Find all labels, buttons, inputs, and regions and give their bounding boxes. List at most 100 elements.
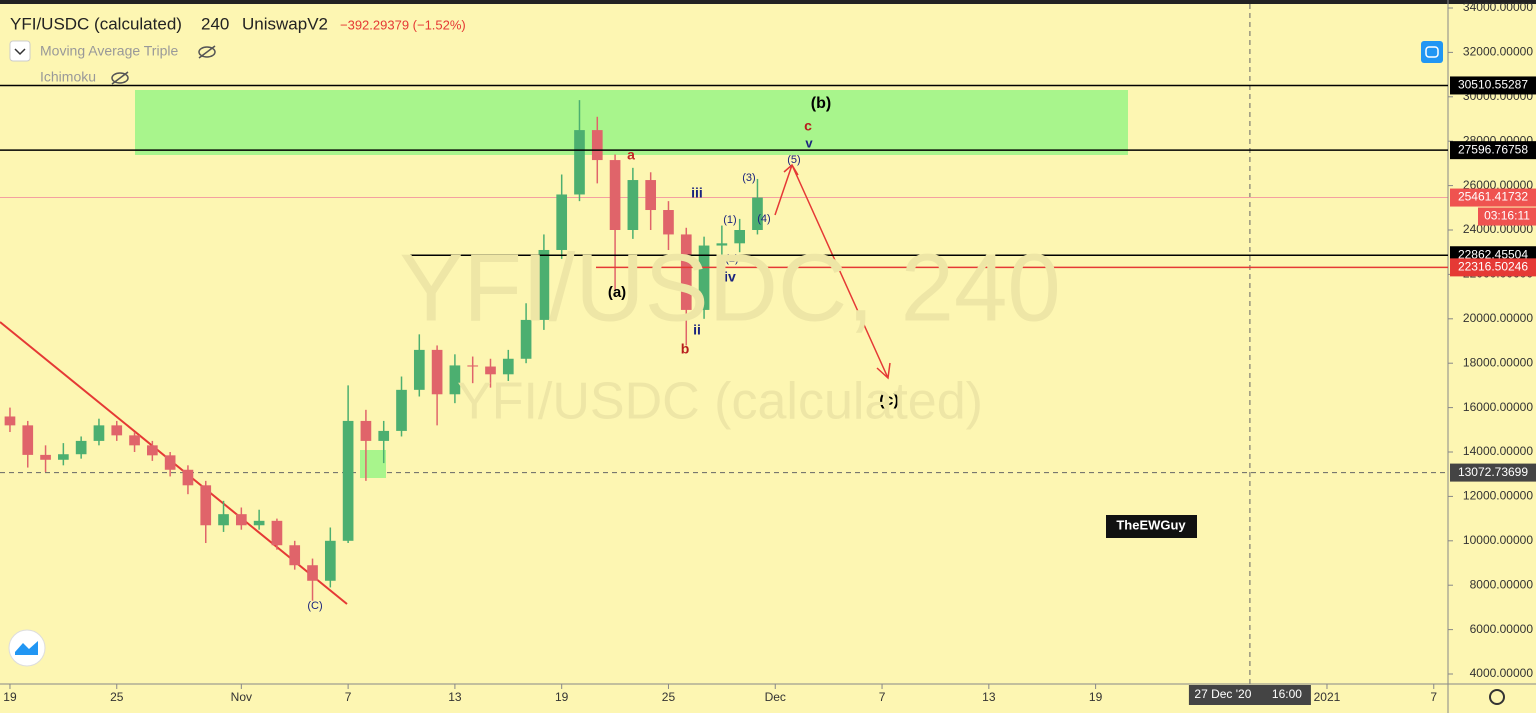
countdown-box [1478, 207, 1536, 226]
wave-label: (C) [307, 600, 322, 612]
price-line-label-box [1450, 258, 1536, 277]
interval: 240 [201, 14, 229, 33]
y-tick-label: 34000.00000 [1463, 0, 1533, 14]
candle-body [218, 514, 229, 526]
x-tick-label: 13 [982, 690, 996, 704]
indicator[interactable]: Ichimoku [40, 69, 96, 85]
wave-label: (5) [787, 154, 800, 166]
candle-body [538, 249, 550, 320]
candle-body [147, 445, 158, 456]
projection-arrow [774, 163, 891, 380]
wave-label: iii [691, 185, 703, 201]
x-tick-label: 19 [1089, 690, 1103, 704]
arrow-down [791, 164, 891, 380]
wave-label: (b) [811, 95, 831, 112]
candle-body [93, 425, 105, 441]
x-tick-label: Dec [765, 690, 786, 704]
x-tick-label: 2021 [1314, 690, 1341, 704]
candle-body [129, 435, 140, 446]
y-tick-label: 14000.00000 [1463, 444, 1533, 458]
crosshair-price-label-box [1450, 463, 1536, 482]
logo-mark [15, 641, 38, 655]
candle-body [680, 234, 692, 310]
wave-label: (c) [879, 392, 899, 409]
wave-label: (1) [723, 214, 736, 226]
candle-body [58, 454, 69, 460]
y-tick-label: 18000.00000 [1463, 355, 1533, 369]
x-tick-label: 25 [662, 690, 676, 704]
y-tick-label: 20000.00000 [1463, 311, 1533, 325]
y-tick-label: 16000.00000 [1463, 400, 1533, 414]
candle-body [396, 389, 407, 431]
wave-label: v [805, 135, 813, 150]
candle-body [663, 210, 674, 235]
symbol: YFI/USDC (calculated) [10, 14, 182, 33]
candle-body [111, 425, 123, 436]
wave-label: iv [724, 269, 736, 285]
crosshair-time: 16:00 [1272, 687, 1302, 701]
candle-body [716, 243, 728, 246]
eye-slash [111, 71, 129, 85]
last-price-label: 25461.41732 [1458, 190, 1528, 204]
sync-button[interactable] [1421, 41, 1443, 63]
price-line-label-box [1450, 141, 1536, 160]
x-tick-label: 19 [3, 690, 17, 704]
price-line-label: 22316.50246 [1458, 260, 1528, 274]
wave-label: ii [693, 322, 701, 338]
candle-body [253, 520, 265, 526]
signature-box [1106, 515, 1197, 538]
candle-body [324, 540, 336, 581]
x-tick-label: 7 [879, 690, 886, 704]
candle-body [307, 565, 318, 581]
y-tick-label: 4000.00000 [1470, 666, 1534, 680]
sync-icon [1425, 46, 1439, 58]
price-line-label: 22862.45504 [1458, 247, 1528, 261]
watermark: YFI/USDC (calculated) [457, 373, 983, 431]
wave-label: b [681, 341, 690, 357]
candle-body [734, 229, 746, 244]
candle-body [609, 160, 621, 230]
settings-icon[interactable] [1489, 689, 1505, 705]
wave-label: c [804, 118, 812, 134]
support-zone [360, 450, 386, 478]
y-tick-label: 8000.00000 [1470, 577, 1534, 591]
candle-body [502, 358, 514, 375]
candle-body [449, 365, 461, 395]
wave-label: (3) [742, 172, 755, 184]
crosshair-date: 27 Dec '20 [1194, 687, 1251, 701]
candle-body [413, 349, 425, 390]
wave-label: (4) [757, 213, 770, 225]
candle-body [235, 514, 247, 526]
candle-body [556, 194, 568, 250]
wave-label: a [627, 147, 635, 163]
collapse-button[interactable] [9, 40, 31, 62]
watermark: YFI/USDC, 240 [399, 234, 1061, 341]
price-line-label: 30510.55287 [1458, 78, 1528, 92]
crosshair-date-box [1188, 685, 1311, 705]
candle-body [467, 365, 479, 367]
wave-label: (2) [725, 253, 738, 265]
x-tick-label: 7 [1430, 690, 1437, 704]
wave-label: (a) [608, 284, 626, 301]
indicator[interactable]: Moving Average Triple [40, 43, 178, 59]
candle-body [431, 349, 443, 395]
candle-body [645, 180, 657, 211]
countdown: 03:16:11 [1484, 209, 1530, 223]
eye-icon[interactable] [198, 46, 216, 58]
top-border [0, 0, 1536, 4]
candle-body [574, 130, 585, 195]
candle-body [182, 469, 194, 486]
candle-body [22, 425, 34, 455]
x-tick-label: 13 [448, 690, 462, 704]
signature: TheEWGuy [1116, 517, 1186, 532]
y-tick-label: 26000.00000 [1463, 178, 1533, 192]
eye-icon[interactable] [111, 72, 129, 84]
hidden-icons [111, 45, 216, 85]
candle-body [40, 454, 51, 460]
price-line-label: 27596.76758 [1458, 142, 1528, 156]
candle-body [289, 545, 301, 566]
y-tick-label: 24000.00000 [1463, 222, 1533, 236]
x-tick-label: 19 [555, 690, 569, 704]
